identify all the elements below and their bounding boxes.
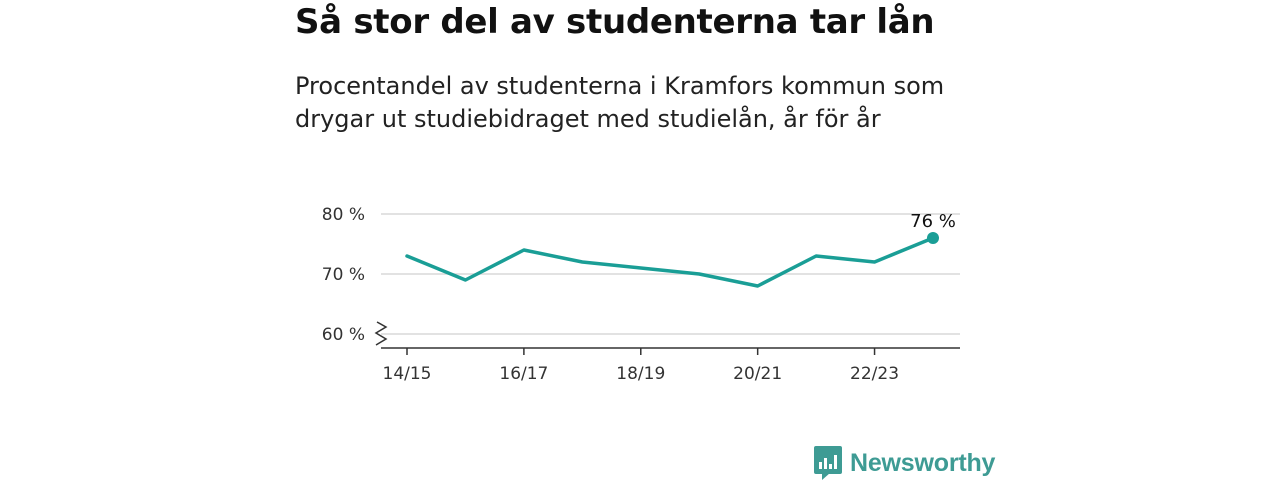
brand-name: Newsworthy [850, 448, 996, 477]
x-tick-label: 14/15 [383, 364, 432, 384]
y-axis: 60 % 70 % 80 % [322, 205, 388, 346]
end-value-label: 76 % [910, 211, 956, 232]
y-tick-label: 70 % [322, 265, 365, 285]
page-subtitle: Procentandel av studenterna i Kramfors k… [295, 72, 945, 133]
x-tick-label: 18/19 [616, 364, 665, 384]
y-tick-label: 80 % [322, 205, 365, 225]
end-point [927, 232, 939, 244]
y-tick-label: 60 % [322, 325, 365, 345]
bar-chart-speech-bubble-icon [814, 446, 842, 480]
series: 76 % [405, 211, 956, 288]
series-line [405, 236, 935, 288]
x-axis: 14/15 16/17 18/19 20/21 22/23 [381, 347, 960, 384]
x-tick-label: 20/21 [733, 364, 782, 384]
x-tick-label: 22/23 [850, 364, 899, 384]
page-title: Så stor del av studenterna tar lån [295, 2, 935, 42]
x-tick-label: 16/17 [499, 364, 548, 384]
axis-break-icon [374, 321, 388, 346]
newsworthy-logo: Newsworthy [814, 446, 995, 480]
gridlines [381, 213, 960, 335]
